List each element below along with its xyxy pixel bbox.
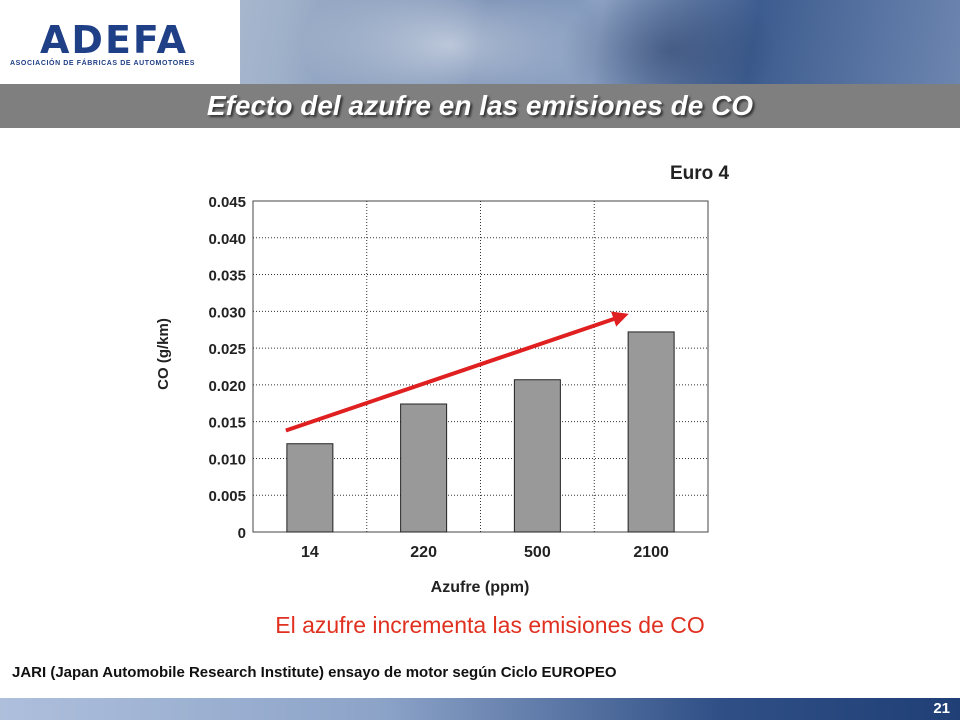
logo-subtitle: ASOCIACIÓN DE FÁBRICAS DE AUTOMOTORES: [10, 60, 196, 67]
y-tick-label: 0.005: [208, 488, 246, 505]
euro-label: Euro 4: [670, 163, 730, 184]
trend-arrow: [285, 311, 629, 433]
x-tick-label: 220: [410, 544, 437, 561]
y-tick-label: 0.020: [208, 378, 246, 395]
page-number: 21: [933, 700, 950, 717]
x-tick-label: 14: [301, 544, 319, 561]
y-axis-label: CO (g/km): [155, 318, 172, 390]
bar: [513, 379, 561, 533]
y-tick-label: 0: [238, 525, 246, 542]
bar: [286, 443, 334, 533]
logo-wordmark: ADEFA: [40, 18, 188, 62]
y-tick-label: 0.040: [208, 231, 246, 248]
y-tick-label: 0.045: [208, 194, 246, 211]
y-tick-label: 0.025: [208, 341, 246, 358]
bar: [627, 331, 675, 533]
bar: [400, 403, 448, 533]
source-footnote: JARI (Japan Automobile Research Institut…: [12, 664, 617, 681]
x-tick-label: 500: [524, 544, 551, 561]
y-tick-label: 0.015: [208, 415, 246, 432]
y-tick-label: 0.010: [208, 451, 246, 468]
footer-bar: [0, 698, 960, 720]
x-axis-label: Azufre (ppm): [431, 579, 530, 596]
x-tick-label: 2100: [633, 544, 669, 561]
title-bar: [0, 84, 960, 128]
red-caption: El azufre incrementa las emisiones de CO: [275, 612, 705, 638]
y-tick-label: 0.035: [208, 268, 246, 285]
y-tick-label: 0.030: [208, 304, 246, 321]
adefa-logo: ADEFA ASOCIACIÓN DE FÁBRICAS DE AUTOMOTO…: [0, 0, 240, 84]
slide-title: Efecto del azufre en las emisiones de CO: [206, 90, 754, 121]
